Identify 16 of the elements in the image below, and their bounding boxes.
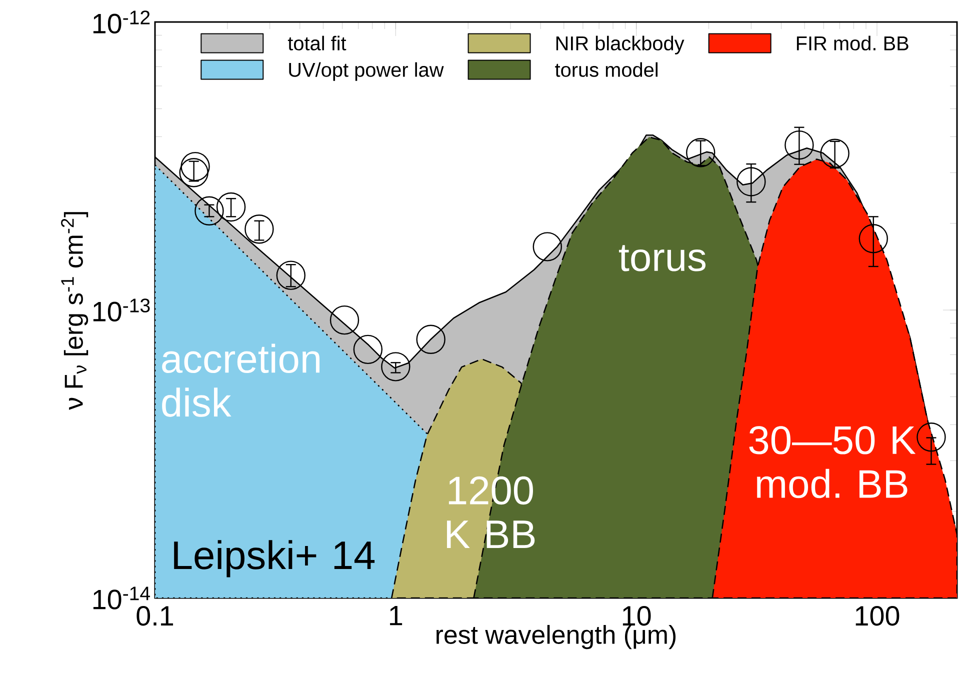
annotation: accretion disk	[162, 344, 320, 417]
annotation: Leipski+ 14	[174, 540, 375, 578]
annotation: torus	[618, 245, 706, 272]
y-tick-label: 10$^{-13}$	[93, 298, 150, 322]
annotation: 30—50 K mod. BB	[749, 426, 916, 498]
legend-label: total fit	[288, 36, 346, 50]
legend-label: UV/opt power law	[289, 62, 444, 81]
legend-label: NIR blackbody	[556, 36, 684, 54]
x-axis-title: rest wavelength (μm)	[436, 624, 676, 650]
legend-label: torus model	[555, 62, 658, 77]
x-tick-label: 100	[856, 606, 900, 626]
x-tick-label: 10	[622, 606, 651, 626]
legend-label: FIR mod. BB	[796, 36, 908, 50]
y-tick-label: 10$^{-12}$	[93, 10, 150, 34]
y-axis-title: ν F$_{ν}$ [erg s$^{-1}$ cm$^{-2}$]	[61, 212, 88, 410]
x-tick-label: 1	[390, 606, 402, 626]
